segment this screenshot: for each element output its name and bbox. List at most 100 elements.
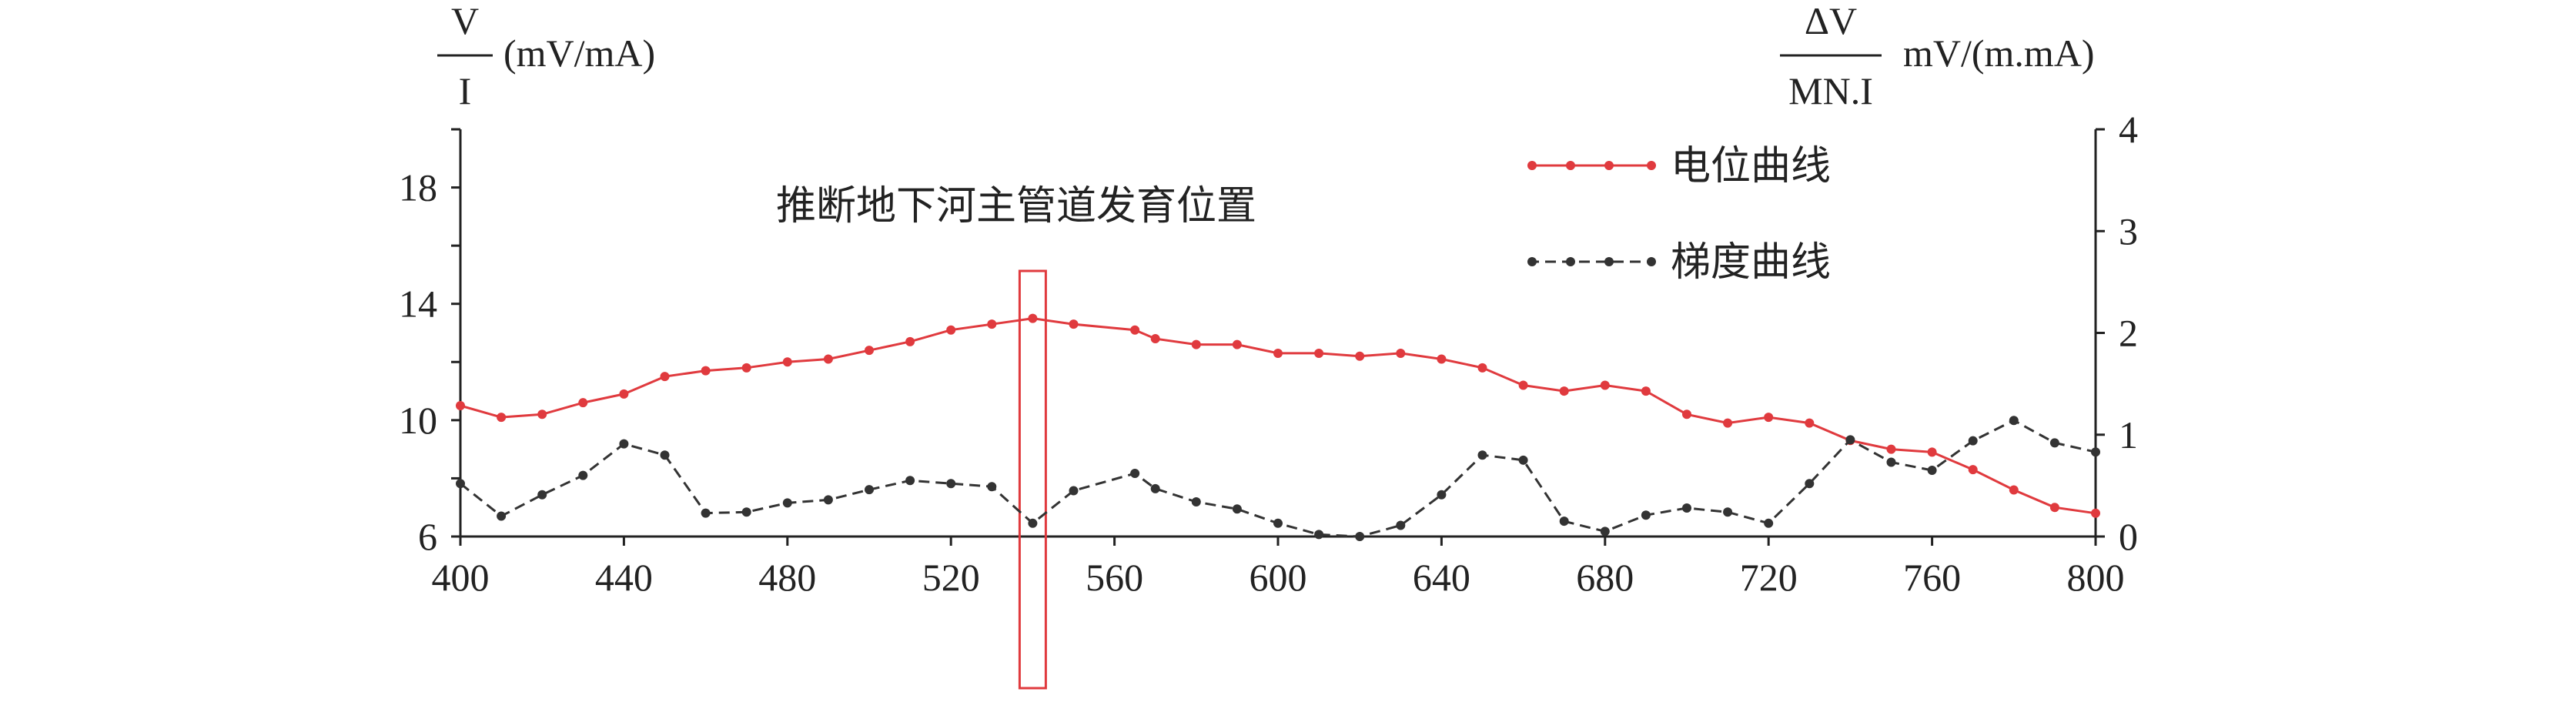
legend-swatch-point [1527, 257, 1537, 266]
x-tick-label: 640 [1413, 556, 1470, 599]
data-point [2091, 508, 2100, 518]
x-tick-label: 400 [432, 556, 490, 599]
data-point [1191, 339, 1201, 349]
data-point [905, 476, 915, 486]
data-point [1314, 530, 1324, 540]
series-potential [456, 313, 2100, 518]
x-tick-label: 720 [1740, 556, 1798, 599]
data-point [1273, 348, 1283, 358]
series-gradient [456, 416, 2100, 541]
data-point [619, 439, 629, 449]
data-point [987, 482, 997, 492]
y-right-label-unit: mV/(m.mA) [1903, 32, 2095, 75]
data-point [1355, 351, 1365, 361]
data-point [865, 485, 874, 495]
data-point [1437, 354, 1447, 364]
legend-item: 电位曲线 [1527, 143, 1831, 189]
data-point [2049, 438, 2059, 448]
data-point [456, 400, 465, 410]
data-point [1641, 386, 1651, 396]
data-point [1723, 507, 1733, 517]
data-point [1886, 444, 1896, 454]
data-point [2009, 485, 2019, 495]
data-point [1764, 518, 1774, 528]
y-right-label-numerator: ΔV [1805, 0, 1857, 42]
x-tick-label: 480 [758, 556, 816, 599]
x-tick-label: 800 [2067, 556, 2125, 599]
data-point [1150, 334, 1160, 344]
y-left-axis-label: V I (mV/mA) [437, 0, 655, 112]
y-right-tick-label: 0 [2119, 515, 2138, 558]
legend-swatch-point [1527, 161, 1537, 170]
x-tick-label: 760 [1903, 556, 1961, 599]
series-line [460, 317, 2096, 515]
data-point [2091, 447, 2100, 457]
y-right-tick-label: 4 [2119, 108, 2138, 151]
data-point [741, 363, 751, 373]
data-point [1805, 479, 1815, 489]
data-point [782, 357, 792, 367]
data-point [1130, 469, 1140, 479]
data-point [1723, 418, 1733, 428]
data-point [946, 479, 956, 489]
data-point [1477, 450, 1487, 460]
highlight-layer [1018, 269, 1047, 690]
data-point [946, 325, 956, 335]
y-left-tick-label: 10 [399, 399, 437, 442]
x-tick-label: 600 [1250, 556, 1307, 599]
legend-label: 电位曲线 [1671, 143, 1831, 189]
data-point [1028, 313, 1038, 323]
y-left-label-denominator: I [459, 69, 472, 112]
data-point [1886, 457, 1896, 467]
data-point [578, 470, 588, 480]
data-point [1682, 410, 1691, 420]
data-point [1518, 380, 1528, 390]
y-right-axis-label: ΔV MN.I mV/(m.mA) [1780, 0, 2095, 112]
data-point [701, 508, 711, 518]
x-tick-label: 560 [1086, 556, 1143, 599]
data-point [1518, 455, 1528, 465]
data-point [1130, 325, 1140, 335]
data-point [660, 450, 670, 460]
data-point [1805, 418, 1815, 428]
legend-swatch-point [1647, 161, 1656, 170]
data-point [1191, 497, 1201, 507]
y-right-label-denominator: MN.I [1788, 69, 1873, 112]
data-point [497, 413, 507, 423]
data-point [865, 346, 874, 356]
data-point [1559, 516, 1569, 526]
y-left-label-unit: (mV/mA) [503, 32, 655, 75]
data-point [1437, 490, 1447, 500]
data-point [1396, 520, 1406, 530]
data-point [1641, 510, 1651, 520]
data-point [1150, 483, 1160, 493]
data-point [1927, 466, 1937, 476]
data-point [1232, 339, 1242, 349]
data-point [905, 336, 915, 346]
series-layer [456, 313, 2100, 541]
data-point [1600, 380, 1610, 390]
data-point [2049, 503, 2059, 513]
data-point [456, 479, 465, 489]
data-point [1764, 413, 1774, 423]
data-point [823, 495, 833, 505]
legend-swatch-point [1604, 257, 1614, 266]
data-point [1314, 348, 1324, 358]
data-point [1968, 436, 1978, 446]
data-point [741, 507, 751, 517]
legend-label: 梯度曲线 [1671, 239, 1831, 286]
data-point [1069, 319, 1079, 329]
data-point [1355, 532, 1365, 541]
legend-swatch-point [1604, 161, 1614, 170]
legend-swatch-point [1566, 161, 1575, 170]
data-point [1273, 518, 1283, 528]
legend-item: 梯度曲线 [1527, 239, 1831, 286]
data-point [537, 410, 547, 420]
data-point [1028, 518, 1038, 528]
legend-swatch-point [1647, 257, 1656, 266]
data-point [1682, 503, 1691, 513]
data-point [2009, 416, 2019, 426]
data-point [660, 372, 670, 382]
y-left-label-numerator: V [451, 0, 479, 42]
